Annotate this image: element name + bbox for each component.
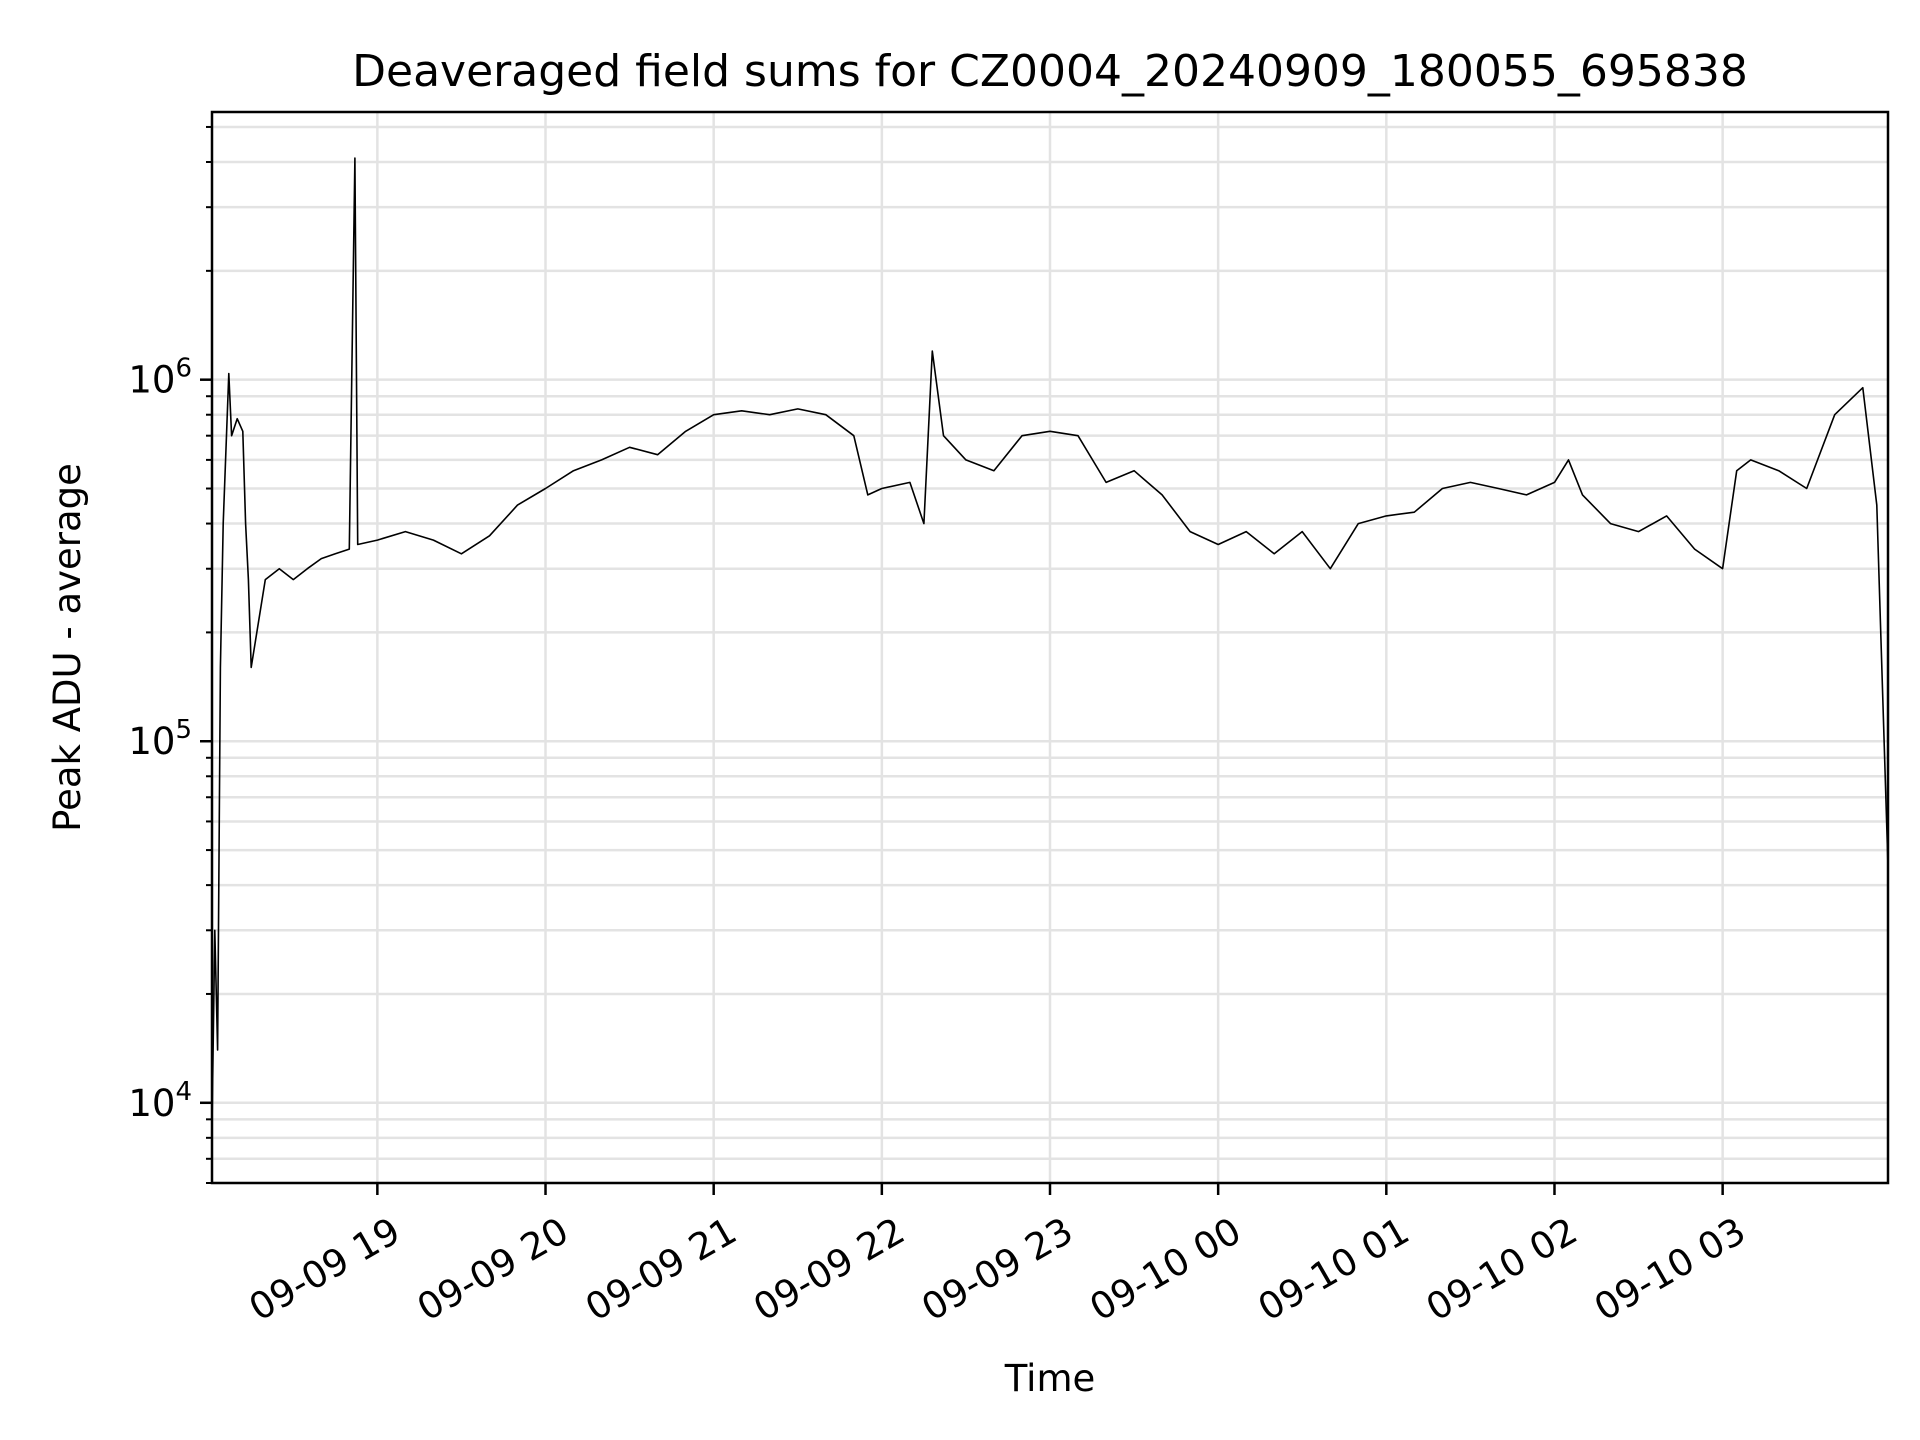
- chart-title: Deaveraged field sums for CZ0004_2024090…: [352, 46, 1748, 97]
- x-axis-label: Time: [1004, 1357, 1096, 1400]
- series-line: [211, 157, 1889, 1129]
- y-tick-label: 105: [128, 715, 192, 763]
- grid: [212, 112, 1888, 1185]
- y-tick-label: 106: [128, 354, 192, 402]
- y-tick-label: 104: [128, 1077, 192, 1125]
- y-axis-label: Peak ADU - average: [46, 463, 89, 832]
- series-layer: [211, 157, 1889, 1129]
